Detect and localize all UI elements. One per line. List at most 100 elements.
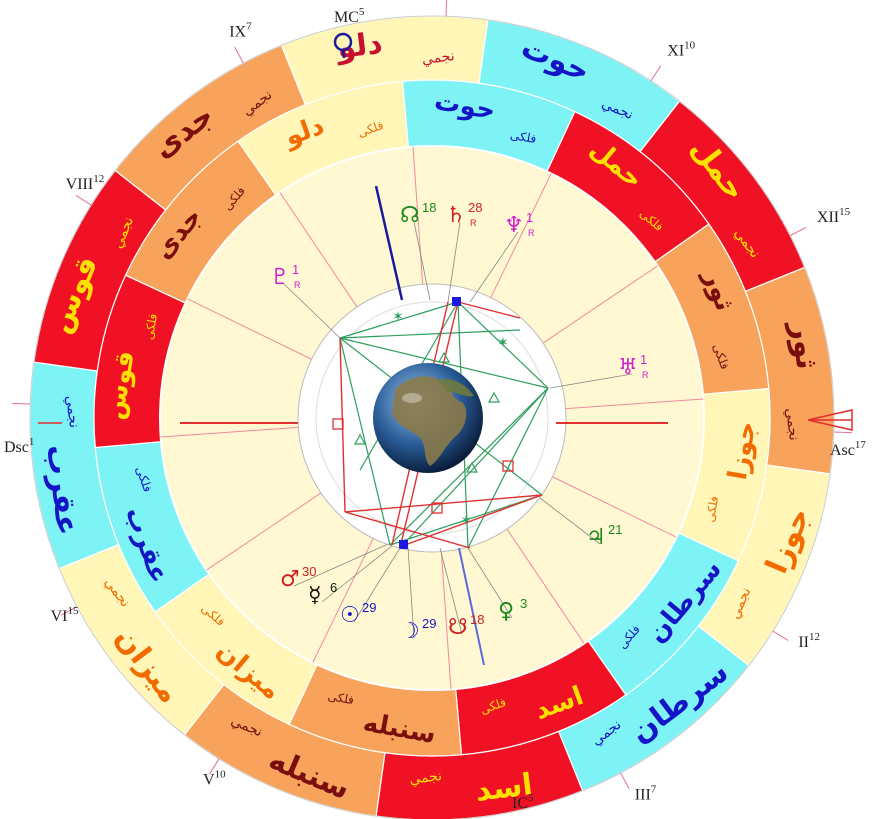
cusp-degree: 10 xyxy=(215,768,227,780)
house-spoke-9 xyxy=(440,551,452,690)
house-spoke-0 xyxy=(565,398,704,410)
planet-leader-uranus xyxy=(549,373,633,389)
earth-globe-icon xyxy=(373,363,483,473)
cusp-degree: 10 xyxy=(684,40,696,52)
saturn-retrograde: R xyxy=(470,218,477,228)
cusp-tick-4 xyxy=(772,630,789,641)
planet-leader-venus xyxy=(467,547,513,619)
planet-leader-neptune xyxy=(469,231,519,303)
cusp-degree: 1 xyxy=(29,436,35,448)
planet-leader-mars xyxy=(293,543,389,587)
house-spoke-1 xyxy=(542,265,658,344)
house-spoke-2 xyxy=(490,173,552,298)
cusp-label-iii: III7 xyxy=(635,783,657,803)
cusp-label-dsc: Dsc1 xyxy=(4,436,34,456)
cusp-name: V xyxy=(203,771,215,788)
cusp-degree: 5 xyxy=(528,792,534,804)
cusp-degree: 7 xyxy=(651,783,657,795)
south-node-degree: 18 xyxy=(470,612,484,627)
cusp-name: Asc xyxy=(830,442,855,459)
planet-leader-moon xyxy=(407,547,415,639)
moon-icon: ☽ xyxy=(400,619,420,644)
planet-leader-pluto xyxy=(283,283,341,339)
sextile-aspect-icon: ✶ xyxy=(497,335,509,351)
conjunction-marker-icon xyxy=(399,540,408,549)
outer_ring-sign-name-0: دلو xyxy=(333,26,384,67)
cusp-tick-3 xyxy=(789,226,807,236)
cusp-tick-9 xyxy=(12,402,31,405)
mercury-icon: ☿ xyxy=(308,583,322,608)
planet-leader-jupiter xyxy=(539,497,601,545)
aspect-line-11 xyxy=(339,329,521,339)
planet-glyphs: ☊ 18 ♄ 28R ♆ 1R♇ 1R♅ 1R♃ 21♀ 3☋ 18☽ 29☉ 29☿ 6♂ 30 xyxy=(270,200,649,644)
cusp-label-ii: II12 xyxy=(798,631,820,651)
mercury-degree: 6 xyxy=(330,580,337,595)
cusp-name: VIII xyxy=(66,176,94,193)
neptune-degree: 1 xyxy=(526,210,533,225)
cusp-label-asc: Asc17 xyxy=(830,439,866,459)
cusp-name: VI xyxy=(51,608,68,625)
cusp-label-ix: IX7 xyxy=(229,21,252,41)
inner_ring-sign-tag-3: فلکی xyxy=(703,495,721,523)
cusp-degree: 7 xyxy=(246,21,252,33)
venus-icon: ♀ xyxy=(498,599,514,624)
pluto-icon: ♇ xyxy=(270,265,290,290)
cusp-tick-0 xyxy=(833,431,852,434)
sun-degree: 29 xyxy=(362,600,376,615)
cusp-label-v: V10 xyxy=(203,768,226,788)
uranus-icon: ♅ xyxy=(618,355,638,380)
house-spoke-7 xyxy=(206,492,322,571)
uranus-retrograde: R xyxy=(642,370,649,380)
cusp-tick-1 xyxy=(445,0,448,17)
aspect-line-18 xyxy=(457,301,521,319)
sun-icon: ☉ xyxy=(340,603,360,628)
inner_ring-sign-tag-0: فلکی xyxy=(509,128,537,146)
mars-degree: 30 xyxy=(302,564,316,579)
aspect-line-2 xyxy=(339,337,391,546)
house-cusps: Asc17MC5XI10XII15II12III7IC5V10VI15Dsc1V… xyxy=(4,0,866,812)
venus-degree: 3 xyxy=(520,596,527,611)
house-spoke-6 xyxy=(160,426,299,438)
cusp-name: IX xyxy=(229,24,246,41)
cusp-label-ic: IC5 xyxy=(512,792,534,812)
conjunction-marker-icon xyxy=(452,297,461,306)
cusp-tick-2 xyxy=(650,65,662,82)
outer-border xyxy=(29,15,835,819)
cusp-name: XI xyxy=(667,43,684,60)
aspect-line-17 xyxy=(344,511,471,549)
planet-leader-saturn xyxy=(447,221,461,303)
cusp-name: III xyxy=(635,786,651,803)
outer_ring-sign-name-6: اسد xyxy=(474,767,535,809)
planet-leader-north-node xyxy=(413,221,431,301)
cusp-tick-11 xyxy=(234,46,244,64)
cusp-tick-8 xyxy=(60,606,78,616)
aspect-line-10 xyxy=(399,387,549,549)
house-spoke-4 xyxy=(279,192,358,308)
inner_ring-sign-tag-9: فلکی xyxy=(142,313,160,341)
pluto-degree: 1 xyxy=(292,262,299,277)
cusp-label-xi: XI10 xyxy=(667,40,695,60)
mc-axis-line xyxy=(374,185,404,301)
trine-aspect-icon xyxy=(465,461,479,473)
house-spoke-8 xyxy=(312,538,374,663)
outer_ring-sign-name-3: ثور xyxy=(784,318,825,371)
sextile-aspect-icon: ✶ xyxy=(460,513,472,529)
cusp-degree: 12 xyxy=(93,173,104,185)
cusp-tick-10 xyxy=(75,195,92,206)
aspect-line-7 xyxy=(389,494,543,546)
aspect-line-16 xyxy=(404,494,543,546)
ic-axis-line xyxy=(458,547,485,666)
outer_ring-sign-tag-9: نجمي xyxy=(62,395,82,429)
outer_ring-sign-tag-0: نجمي xyxy=(421,48,455,68)
neptune-icon: ♆ xyxy=(504,213,524,238)
north-node-icon: ☊ xyxy=(400,203,420,228)
cusp-label-viii: VIII12 xyxy=(66,173,105,193)
planet-leader-mercury xyxy=(321,545,393,603)
earth-landmass xyxy=(392,376,467,466)
house-spoke-11 xyxy=(552,476,677,538)
neptune-retrograde: R xyxy=(528,228,535,238)
aspect-line-3 xyxy=(457,301,549,389)
trine-aspect-icon xyxy=(437,351,451,363)
aspect-line-5 xyxy=(389,387,549,546)
